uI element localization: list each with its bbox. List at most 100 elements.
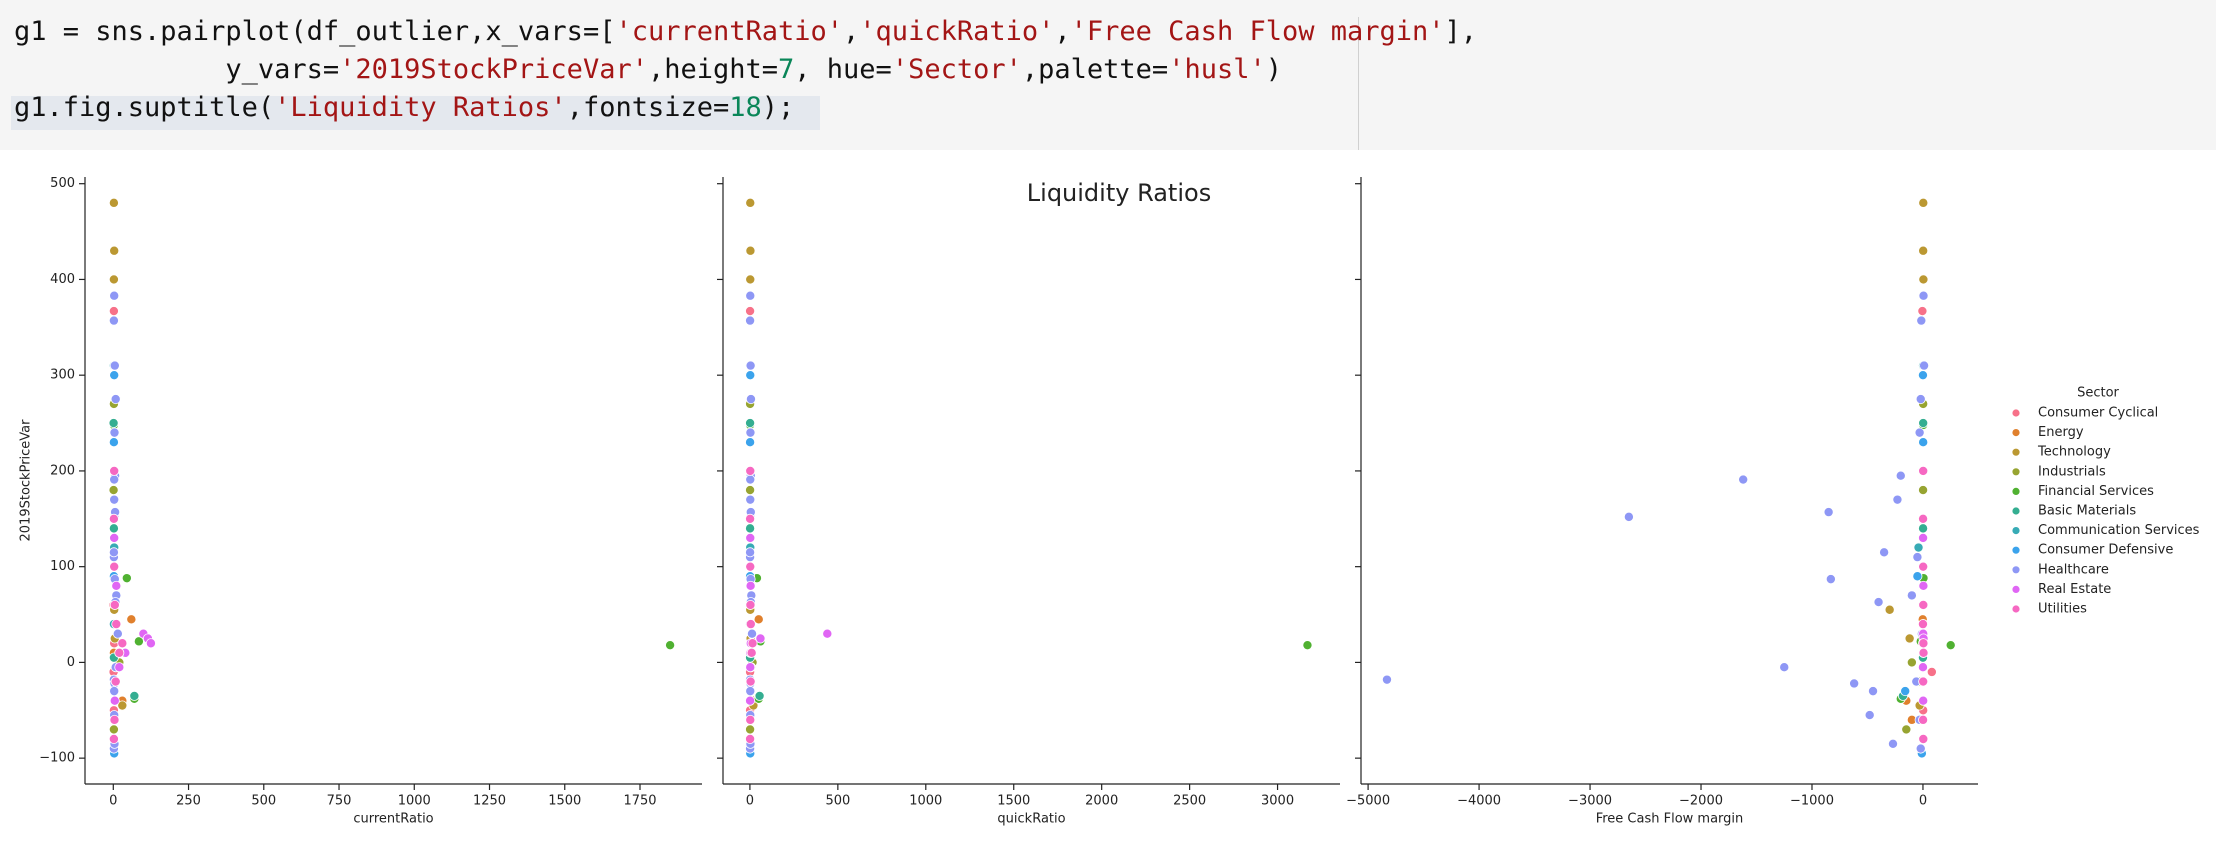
scatter-point xyxy=(109,494,120,505)
scatter-point xyxy=(745,485,756,496)
scatter-point xyxy=(753,614,764,625)
y-tick-label: 400 xyxy=(50,272,75,287)
scatter-point xyxy=(745,686,756,697)
code-token: 7 xyxy=(778,54,795,85)
legend-label: Energy xyxy=(2038,425,2084,440)
scatter-point xyxy=(1918,695,1929,706)
scatter-point xyxy=(745,695,756,706)
scatter-point xyxy=(754,690,765,701)
scatter-point xyxy=(745,427,756,438)
legend-label: Utilities xyxy=(2038,602,2087,617)
scatter-point xyxy=(747,628,758,639)
scatter-point xyxy=(745,197,756,208)
code-token: , xyxy=(1054,16,1071,47)
scatter-point xyxy=(1892,494,1903,505)
x-tick-label: 0 xyxy=(746,794,754,809)
legend-label: Healthcare xyxy=(2038,562,2109,577)
x-tick-label: 1500 xyxy=(548,794,581,809)
scatter-point xyxy=(1914,427,1925,438)
scatter-point xyxy=(745,561,756,572)
scatter-point xyxy=(110,394,121,405)
scatter-point xyxy=(745,619,756,630)
scatter-point xyxy=(1873,597,1884,608)
scatter-point xyxy=(1849,678,1860,689)
scatter-point xyxy=(745,513,756,524)
scatter-point xyxy=(745,306,756,317)
scatter-point xyxy=(108,485,119,496)
legend-marker xyxy=(2011,526,2021,535)
scatter-point xyxy=(1918,676,1929,687)
code-line: g1 = sns.pairplot(df_outlier,x_vars=['cu… xyxy=(14,16,1477,47)
y-tick-label: −100 xyxy=(39,751,75,766)
x-tick-label: 3000 xyxy=(1261,794,1294,809)
scatter-point xyxy=(1302,640,1313,651)
code-token: 18 xyxy=(729,92,762,123)
x-tick-label: 250 xyxy=(176,794,201,809)
legend-label: Communication Services xyxy=(2038,523,2200,538)
code-token: ); xyxy=(761,92,795,123)
scatter-point xyxy=(114,662,125,673)
scatter-point xyxy=(745,290,756,301)
scatter-point xyxy=(1918,290,1929,301)
scatter-point xyxy=(1623,511,1634,522)
x-tick-label: 1000 xyxy=(909,794,942,809)
ruler xyxy=(1358,17,1359,150)
scatter-point xyxy=(1945,640,1956,651)
x-tick-label: −3000 xyxy=(1568,794,1612,809)
x-tick-label: 750 xyxy=(327,794,352,809)
x-tick-label: 2500 xyxy=(1173,794,1206,809)
scatter-point xyxy=(1916,315,1927,326)
x-tick-label: 1500 xyxy=(997,794,1030,809)
code-token: ) xyxy=(1265,54,1282,85)
scatter-point xyxy=(1926,666,1937,677)
scatter-point xyxy=(109,360,120,371)
scatter-point xyxy=(745,734,756,745)
scatter-point xyxy=(1906,590,1917,601)
scatter-point xyxy=(108,306,119,317)
scatter-point xyxy=(745,714,756,725)
legend-marker xyxy=(2011,428,2021,438)
code-token: 'quickRatio' xyxy=(859,16,1055,47)
scatter-point xyxy=(745,523,756,534)
scatter-point xyxy=(745,532,756,543)
scatter-point xyxy=(1918,714,1929,725)
scatter-point xyxy=(1868,686,1879,697)
code-token: g1 = sns.pairplot(df_outlier,x_vars=[ xyxy=(14,16,616,47)
scatter-point xyxy=(108,513,119,524)
scatter-point xyxy=(1918,197,1929,208)
scatter-point xyxy=(109,686,120,697)
scatter-point xyxy=(745,315,756,326)
legend-marker xyxy=(2011,604,2021,614)
scatter-point xyxy=(108,734,119,745)
scatter-point xyxy=(745,418,756,429)
code-token: y_vars= xyxy=(14,54,340,85)
scatter-point xyxy=(1918,437,1929,448)
scatter-point xyxy=(755,633,766,644)
legend-label: Real Estate xyxy=(2038,582,2111,597)
scatter-point xyxy=(745,724,756,735)
scatter-point xyxy=(1917,662,1928,673)
scatter-point xyxy=(1918,245,1929,256)
scatter-point xyxy=(1918,513,1929,524)
scatter-point xyxy=(109,370,120,381)
scatter-point xyxy=(133,636,144,647)
scatter-point xyxy=(745,580,756,591)
code-token: 'Sector' xyxy=(891,54,1022,85)
scatter-point xyxy=(745,494,756,505)
scatter-point xyxy=(745,274,756,285)
x-tick-label: 1250 xyxy=(473,794,506,809)
scatter-point xyxy=(129,690,140,701)
x-tick-label: 2000 xyxy=(1085,794,1118,809)
code-token: g1.fig.suptitle( xyxy=(14,92,275,123)
scatter-point xyxy=(108,197,119,208)
scatter-point xyxy=(665,640,676,651)
scatter-point xyxy=(145,638,156,649)
scatter-point xyxy=(1779,662,1790,673)
code-line: y_vars='2019StockPriceVar',height=7, hue… xyxy=(14,54,1282,85)
y-tick-label: 100 xyxy=(50,559,75,574)
scatter-point xyxy=(745,370,756,381)
code-cell[interactable]: g1 = sns.pairplot(df_outlier,x_vars=['cu… xyxy=(0,0,2216,150)
legend-marker xyxy=(2011,585,2021,594)
